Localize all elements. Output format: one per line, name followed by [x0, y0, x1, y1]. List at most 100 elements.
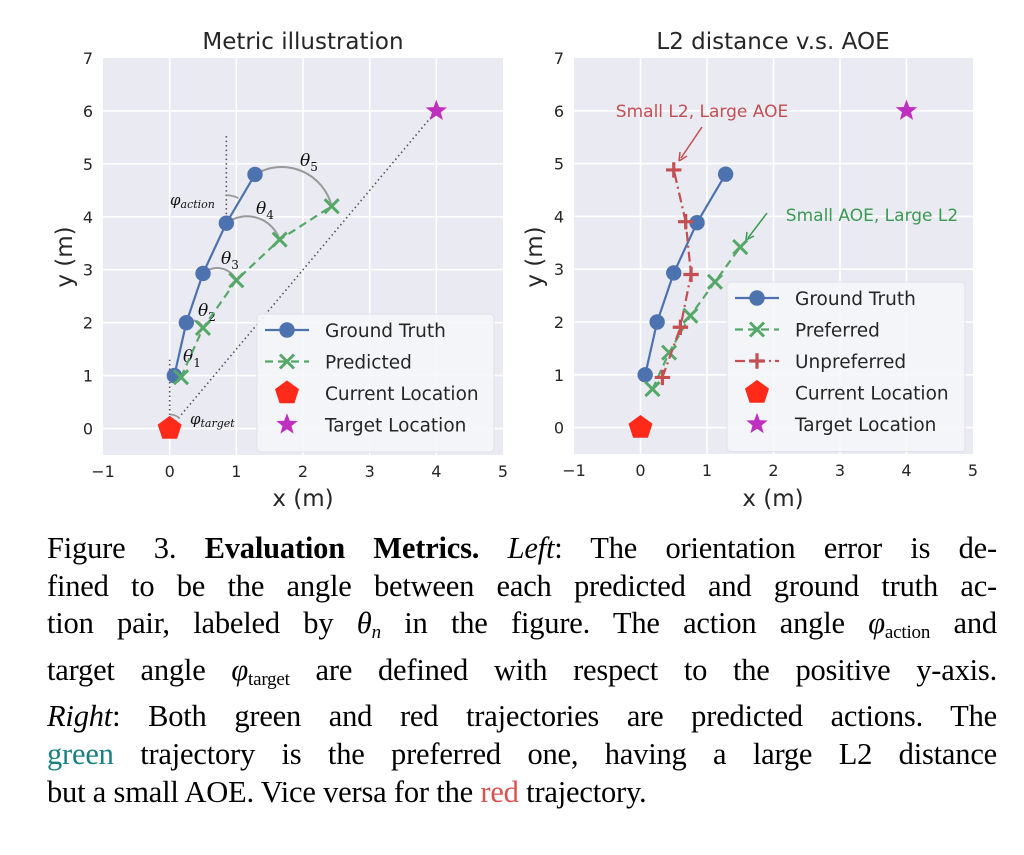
theta-subscript: 4 — [266, 208, 274, 222]
theta-symbol: θ — [256, 199, 266, 219]
caption-text: tion pair, labeled by — [47, 606, 357, 641]
right-plot: −1 0 1 2 3 4 5 0 1 2 3 4 5 6 7 L2 distance v.s. AOE x … — [522, 29, 978, 512]
red-word: red — [480, 774, 519, 809]
legend-marker-target-location — [746, 412, 768, 434]
target-location-point — [895, 99, 918, 120]
grid-lines — [103, 58, 503, 455]
figure-caption: Figure 3. Evaluation Metrics. Left: The … — [47, 530, 997, 811]
x-tick-label: −1 — [562, 461, 586, 480]
theta-symbol: θ — [183, 347, 193, 367]
theta-label: θ5 — [300, 151, 318, 174]
legend-label-preferred: Preferred — [795, 321, 880, 342]
series-group — [157, 99, 447, 439]
y-tick-label: 2 — [554, 313, 564, 332]
plot-title: L2 distance v.s. AOE — [656, 29, 889, 55]
legend-label-predicted: Predicted — [325, 353, 412, 374]
target-subscript: target — [248, 668, 290, 690]
x-tick-label: 2 — [768, 461, 778, 480]
ground-truth-point — [178, 314, 195, 331]
red-arrow-head — [678, 151, 688, 162]
y-tick-label: 6 — [83, 102, 93, 121]
theta-symbol: θ — [221, 249, 231, 269]
legend-label-target-location: Target Location — [324, 416, 466, 437]
ground-truth-point — [649, 314, 665, 330]
theta-label: θ1 — [183, 347, 201, 370]
y-tick-label: 7 — [554, 49, 564, 68]
unpreferred-point — [683, 266, 699, 283]
theta-subscript: 2 — [208, 310, 216, 324]
x-tick-label: 3 — [365, 462, 375, 481]
y-tick-label: 3 — [83, 261, 93, 280]
preferred-point — [732, 238, 749, 256]
green-arrow-line — [747, 212, 768, 239]
unpreferred-point — [678, 213, 694, 230]
caption-line-3: tion pair, labeled by θn in the figure. … — [47, 605, 997, 652]
legend: Ground Truth Predicted Current Location Tar… — [256, 313, 495, 453]
unpreferred-point — [654, 369, 671, 386]
predicted-point — [323, 198, 340, 215]
legend-label-target-location: Target Location — [794, 415, 936, 436]
current-location-point — [628, 415, 653, 438]
legend-marker-ground-truth — [279, 322, 295, 338]
y-tick-label: 4 — [554, 207, 564, 226]
y-tick-label: 0 — [83, 420, 93, 439]
right-label: Right — [47, 699, 113, 734]
target-location-point — [425, 99, 447, 120]
red-arrow-line — [680, 126, 703, 159]
ground-truth-point — [637, 367, 653, 383]
figure-label: Figure 3. — [47, 531, 177, 565]
caption-line-7: but a small AOE. Vice versa for the red … — [47, 774, 997, 812]
y-tick-label: 4 — [83, 208, 93, 227]
x-tick-label: 5 — [968, 461, 978, 480]
subscript-n: n — [371, 622, 382, 644]
x-axis-label: x (m) — [272, 486, 333, 512]
caption-text: trajectory. — [518, 774, 647, 809]
green-word: green — [47, 736, 114, 771]
predicted-point — [228, 272, 245, 289]
caption-line-2: fined to be the angle between each predi… — [47, 568, 997, 603]
y-tick-label: 5 — [83, 155, 93, 174]
legend-label-ground-truth: Ground Truth — [325, 321, 446, 342]
y-tick-label: 2 — [83, 314, 93, 333]
plot-title: Metric illustration — [202, 29, 403, 55]
theta-subscript: 3 — [231, 258, 239, 272]
y-tick-label: 1 — [554, 366, 564, 385]
y-tick-label: 6 — [554, 102, 564, 121]
caption-line-1: Figure 3. Evaluation Metrics. Left: The … — [47, 530, 997, 568]
ground-truth-point — [666, 265, 682, 281]
legend-marker-predicted — [278, 353, 296, 370]
unpreferred-point — [672, 319, 689, 335]
preferred-point — [661, 344, 678, 361]
caption-text: trajectory is the preferred one, having … — [113, 736, 997, 771]
annotation-overlay: Small L2, Large AOE Small AOE, Large L2 — [616, 102, 958, 241]
ground-truth-point — [717, 166, 734, 182]
caption-line-6: green trajectory is the preferred one, h… — [47, 736, 997, 774]
theta-label: θ2 — [198, 301, 216, 324]
current-location-point — [157, 415, 182, 439]
x-axis-label: x (m) — [742, 486, 803, 512]
phi-action-arc — [226, 194, 239, 199]
legend-marker-current-location — [745, 379, 769, 403]
legend: Ground Truth Preferred Unpreferred Current … — [726, 281, 966, 452]
x-tick-label: 1 — [702, 461, 712, 480]
predicted-point — [172, 369, 190, 386]
theta-arc — [225, 215, 281, 240]
legend-marker-target-location — [276, 413, 298, 434]
ground-truth-point — [218, 215, 235, 231]
unpreferred-point — [666, 162, 682, 178]
ground-truth-point — [195, 265, 211, 282]
green-annotation: Small AOE, Large L2 — [786, 206, 958, 226]
legend-label-ground-truth: Ground Truth — [795, 289, 916, 310]
y-tick-label: 5 — [554, 155, 564, 174]
x-tick-label: 2 — [298, 462, 308, 481]
caption-line-5: Right: Both green and red trajectories a… — [47, 698, 997, 736]
phi-target-label: φtarget — [190, 410, 235, 430]
tick-labels: −1 0 1 2 3 4 5 0 1 2 3 4 5 6 7 — [83, 49, 508, 481]
phi-symbol: φ — [231, 652, 249, 687]
x-tick-label: 0 — [165, 462, 175, 481]
figure: −1 0 1 2 3 4 5 0 1 2 3 4 5 6 7 Metric illustration x (… — [52, 29, 978, 512]
target-direction-line — [169, 110, 437, 430]
caption-line-4: target angle φtarget are defined with re… — [47, 652, 997, 699]
ground-truth-point — [247, 166, 263, 183]
caption-text: and — [930, 606, 998, 641]
